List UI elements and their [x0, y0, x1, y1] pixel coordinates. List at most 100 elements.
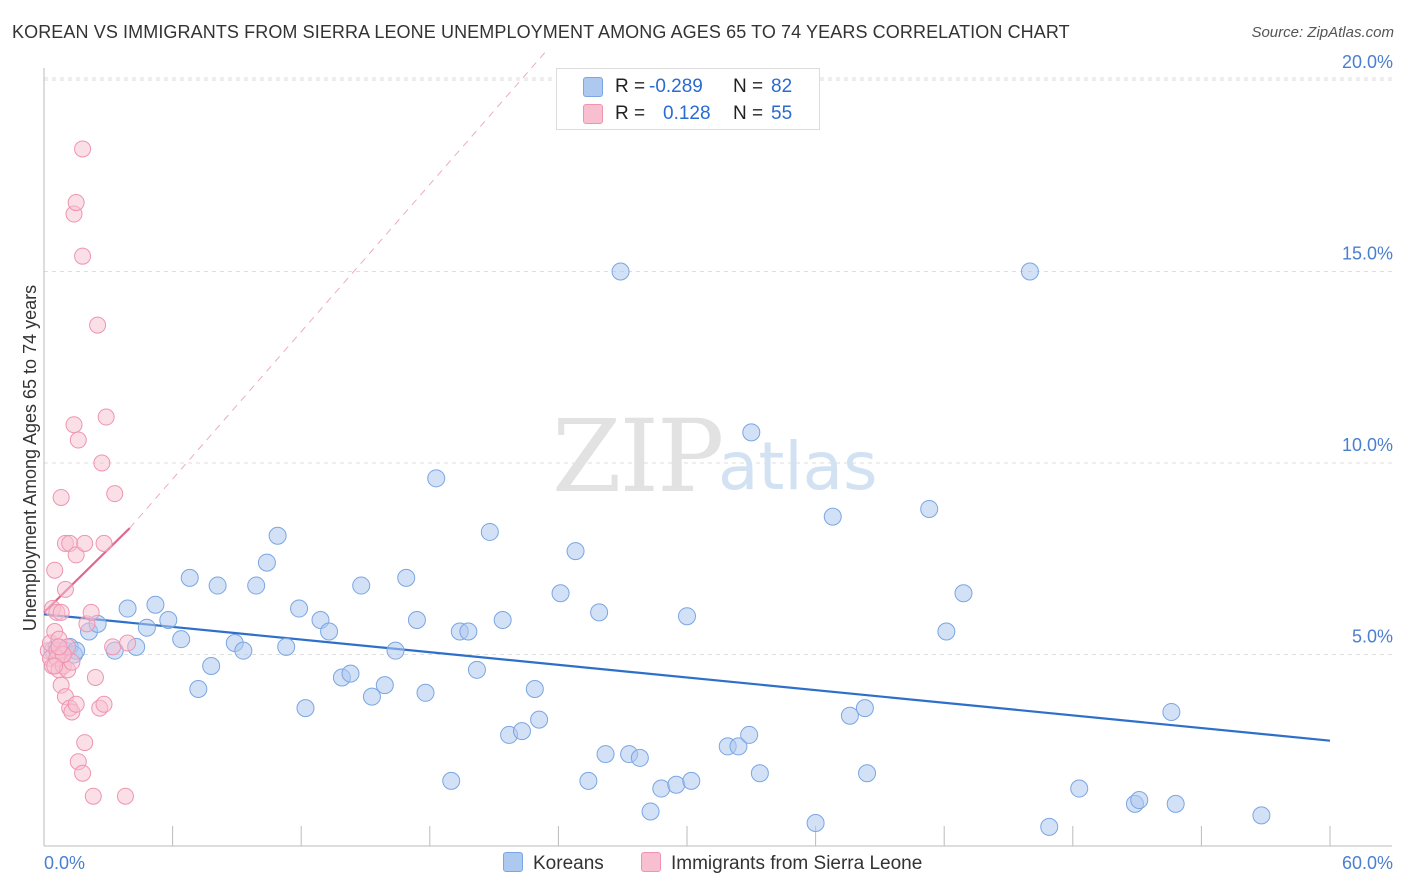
sierra-point-54	[50, 638, 68, 656]
sierra-point-48	[104, 638, 122, 656]
korean-point-60	[678, 607, 696, 626]
y-tick-label-1: 10.0%	[1342, 435, 1393, 455]
sierra-point-51	[119, 634, 137, 652]
korean-point-35	[397, 568, 416, 587]
sierra-point-12	[52, 488, 70, 506]
korean-n-label: N =	[733, 76, 764, 97]
sierra-point-53	[46, 657, 64, 675]
watermark-zip: ZIP	[552, 398, 724, 515]
y-tick-label-0: 5.0%	[1352, 627, 1393, 647]
korean-point-21	[247, 576, 266, 595]
sierra-legend-label: Immigrants from Sierra Leone	[671, 853, 923, 874]
korean-swatch	[583, 77, 603, 97]
sierra-point-49	[106, 485, 124, 503]
grid-lines	[44, 77, 1392, 655]
korean-point-67	[806, 814, 825, 833]
sierra-r-value: 0.128	[663, 103, 711, 124]
korean-point-30	[341, 664, 360, 683]
y-axis-label: Unemployment Among Ages 65 to 74 years	[20, 285, 40, 631]
korean-point-43	[480, 522, 499, 541]
sierra-point-13	[52, 603, 70, 621]
sierra-point-47	[97, 408, 115, 426]
korean-point-18	[208, 576, 227, 595]
legend-item-sierra-leone: Immigrants from Sierra Leone	[641, 852, 922, 875]
correlation-legend: R = -0.289 N = 82 R = 0.128 N = 55	[556, 68, 820, 130]
korean-point-42	[467, 660, 486, 679]
korean-point-28	[320, 622, 339, 641]
y-tick-label-2: 15.0%	[1342, 244, 1393, 264]
watermark-atlas: atlas	[718, 428, 878, 505]
sierra-n-label: N =	[733, 103, 764, 124]
korean-point-82	[1252, 806, 1271, 825]
korean-point-12	[146, 595, 165, 614]
y-tick-label-3: 20.0%	[1342, 52, 1393, 72]
korean-point-36	[407, 611, 426, 630]
korean-point-9	[118, 599, 137, 618]
korean-point-25	[290, 599, 309, 618]
korean-point-23	[268, 526, 287, 545]
koreans-trend-line	[43, 613, 1331, 742]
korean-point-11	[137, 618, 156, 637]
korean-point-34	[386, 641, 405, 660]
korean-point-76	[1040, 817, 1059, 836]
legend-item-koreans: Koreans	[503, 852, 604, 875]
sierra-swatch	[583, 104, 603, 124]
korean-r-label: R =	[615, 76, 646, 97]
korean-point-24	[277, 637, 296, 656]
korean-point-41	[459, 622, 478, 641]
sierra-point-40	[84, 787, 102, 805]
sierra-point-26	[65, 416, 83, 434]
korean-point-46	[512, 722, 531, 741]
sierra-point-45	[95, 534, 113, 552]
koreans-legend-swatch	[503, 852, 523, 872]
korean-point-16	[189, 679, 208, 698]
korean-point-26	[296, 699, 315, 718]
korean-point-69	[840, 706, 859, 725]
sierra-point-6	[46, 561, 64, 579]
sierra-r-label: R =	[615, 103, 646, 124]
sierra-point-36	[76, 534, 94, 552]
korean-point-74	[954, 584, 973, 603]
sierra-point-34	[74, 140, 92, 158]
sierra-point-41	[86, 668, 104, 686]
korean-point-37	[416, 683, 435, 702]
sierra-point-42	[89, 316, 107, 334]
korean-point-58	[652, 779, 671, 798]
sierra-n-value: 55	[771, 103, 793, 124]
sierra-point-44	[93, 454, 111, 472]
korean-point-14	[172, 630, 191, 649]
korean-point-22	[257, 553, 276, 572]
x-tick-label-0: 0.0%	[44, 853, 85, 873]
korean-n-value: 82	[771, 76, 793, 97]
trend-lines	[43, 49, 1331, 742]
sierra-trend-extension	[129, 49, 549, 529]
korean-point-39	[442, 771, 461, 790]
korean-point-56	[630, 748, 649, 767]
korean-point-32	[362, 687, 381, 706]
korean-point-17	[202, 656, 221, 675]
axes	[43, 68, 1392, 847]
korean-point-48	[530, 710, 549, 729]
korean-point-20	[234, 641, 253, 660]
korean-point-15	[180, 568, 199, 587]
korean-point-64	[740, 725, 759, 744]
sierra-point-37	[76, 734, 94, 752]
korean-point-72	[920, 499, 939, 518]
korean-point-51	[579, 771, 598, 790]
korean-point-49	[551, 584, 570, 603]
sierra-point-50	[116, 787, 134, 805]
korean-point-54	[611, 262, 630, 281]
koreans-legend-label: Koreans	[533, 853, 604, 874]
chart-title: KOREAN VS IMMIGRANTS FROM SIERRA LEONE U…	[12, 22, 1070, 42]
sierra-point-33	[74, 247, 92, 265]
korean-point-70	[855, 699, 874, 718]
korean-point-50	[566, 542, 585, 561]
korean-point-57	[641, 802, 660, 821]
korean-point-47	[525, 679, 544, 698]
korean-point-81	[1166, 794, 1185, 813]
korean-point-71	[858, 764, 877, 783]
korean-point-59	[667, 775, 686, 794]
sierra-point-30	[67, 194, 85, 212]
korean-point-53	[596, 745, 615, 764]
